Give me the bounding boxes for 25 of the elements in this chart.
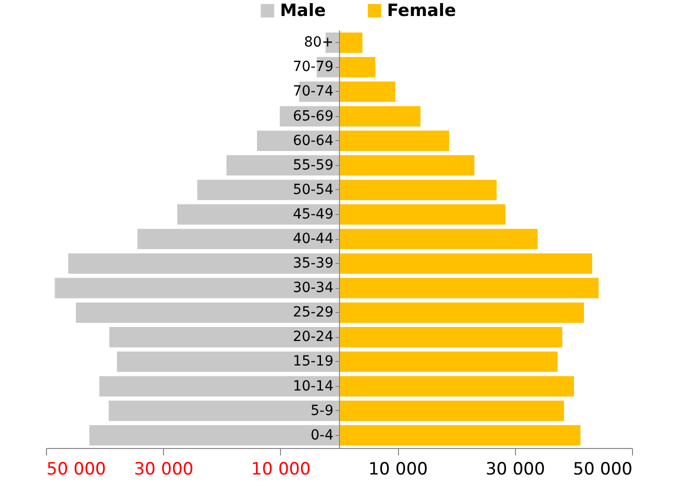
x-tick-label: 10 000: [368, 460, 428, 480]
x-tick-label: 30 000: [486, 460, 546, 480]
legend-label: Female: [387, 0, 456, 21]
y-tick-label: 80+: [304, 34, 334, 51]
y-tick-label: 20-24: [292, 329, 334, 346]
legend-label: Male: [280, 0, 326, 21]
y-tick-label: 5-9: [310, 402, 334, 419]
y-tick-label: 70-79: [292, 59, 334, 76]
y-tick-label: 0-4: [310, 427, 334, 444]
y-tick-label: 70-74: [292, 84, 334, 100]
y-tick-label: 35-39: [292, 256, 334, 272]
y-tick-label: 45-49: [292, 206, 334, 222]
y-tick-label: 65-69: [292, 108, 334, 124]
x-tick-label: 50 000: [46, 460, 106, 480]
y-tick-label: 40-44: [292, 231, 334, 247]
x-tick-label: 10 000: [251, 460, 311, 480]
x-tick-label: 30 000: [134, 460, 194, 480]
x-tick-label: 50 000: [573, 460, 632, 480]
y-tick-label: 30-34: [292, 280, 334, 296]
y-tick-label: 10-14: [292, 378, 334, 394]
y-tick-label: 55-59: [292, 157, 334, 174]
y-tick-label: 60-64: [292, 132, 334, 149]
y-tick-label: 25-29: [292, 304, 334, 321]
y-tick-label: 50-54: [292, 182, 334, 198]
y-tick-label: 15-19: [292, 354, 334, 370]
